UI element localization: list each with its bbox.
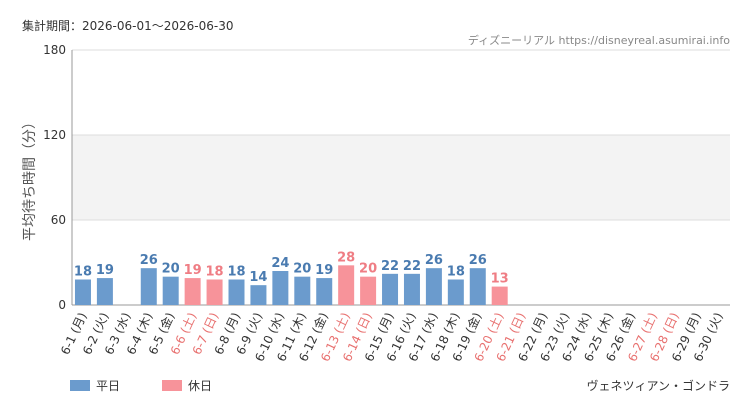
value-label: 26 <box>469 253 487 268</box>
attraction-name: ヴェネツィアン・ゴンドラ <box>586 378 730 393</box>
bar <box>206 279 223 305</box>
value-label: 19 <box>184 263 202 278</box>
value-label: 26 <box>140 253 158 268</box>
bar <box>140 268 157 305</box>
value-label: 22 <box>381 259 399 274</box>
chart-title: 集計期間：2026-06-01〜2026-06-30 <box>22 18 233 33</box>
bar <box>447 279 464 305</box>
legend-label: 平日 <box>96 379 120 393</box>
source: ディズニーリアル https://disneyreal.asumirai.inf… <box>468 33 730 47</box>
bar <box>272 271 289 305</box>
bar <box>338 265 355 305</box>
value-label: 20 <box>162 262 180 277</box>
value-label: 28 <box>337 250 355 265</box>
value-label: 18 <box>74 265 92 280</box>
value-label: 24 <box>271 256 289 271</box>
grid-band <box>72 135 730 220</box>
value-label: 20 <box>293 262 311 277</box>
bar <box>250 285 267 305</box>
value-label: 14 <box>249 270 267 285</box>
value-label: 18 <box>206 265 224 280</box>
value-label: 13 <box>491 272 509 287</box>
bar <box>382 273 399 305</box>
value-label: 19 <box>315 263 333 278</box>
value-label: 26 <box>425 253 443 268</box>
legend-swatch <box>70 380 90 391</box>
y-tick-label: 0 <box>58 298 66 312</box>
bar <box>403 273 420 305</box>
bar <box>316 278 333 305</box>
bar <box>469 268 486 305</box>
bar <box>360 276 377 305</box>
legend-label: 休日 <box>188 379 212 393</box>
y-tick-label: 120 <box>43 128 66 142</box>
bar <box>294 276 311 305</box>
value-label: 18 <box>227 265 245 280</box>
bar <box>162 276 179 305</box>
value-label: 20 <box>359 262 377 277</box>
value-label: 19 <box>96 263 114 278</box>
value-label: 18 <box>447 265 465 280</box>
y-tick-label: 180 <box>43 43 66 57</box>
y-tick-label: 60 <box>51 213 66 227</box>
bar <box>491 286 508 305</box>
bar <box>425 268 442 305</box>
legend-swatch <box>162 380 182 391</box>
bar <box>184 278 201 305</box>
bar <box>228 279 245 305</box>
bar <box>96 278 113 305</box>
bar <box>74 279 91 305</box>
value-label: 22 <box>403 259 421 274</box>
y-axis-label: 平均待ち時間（分） <box>22 115 38 241</box>
